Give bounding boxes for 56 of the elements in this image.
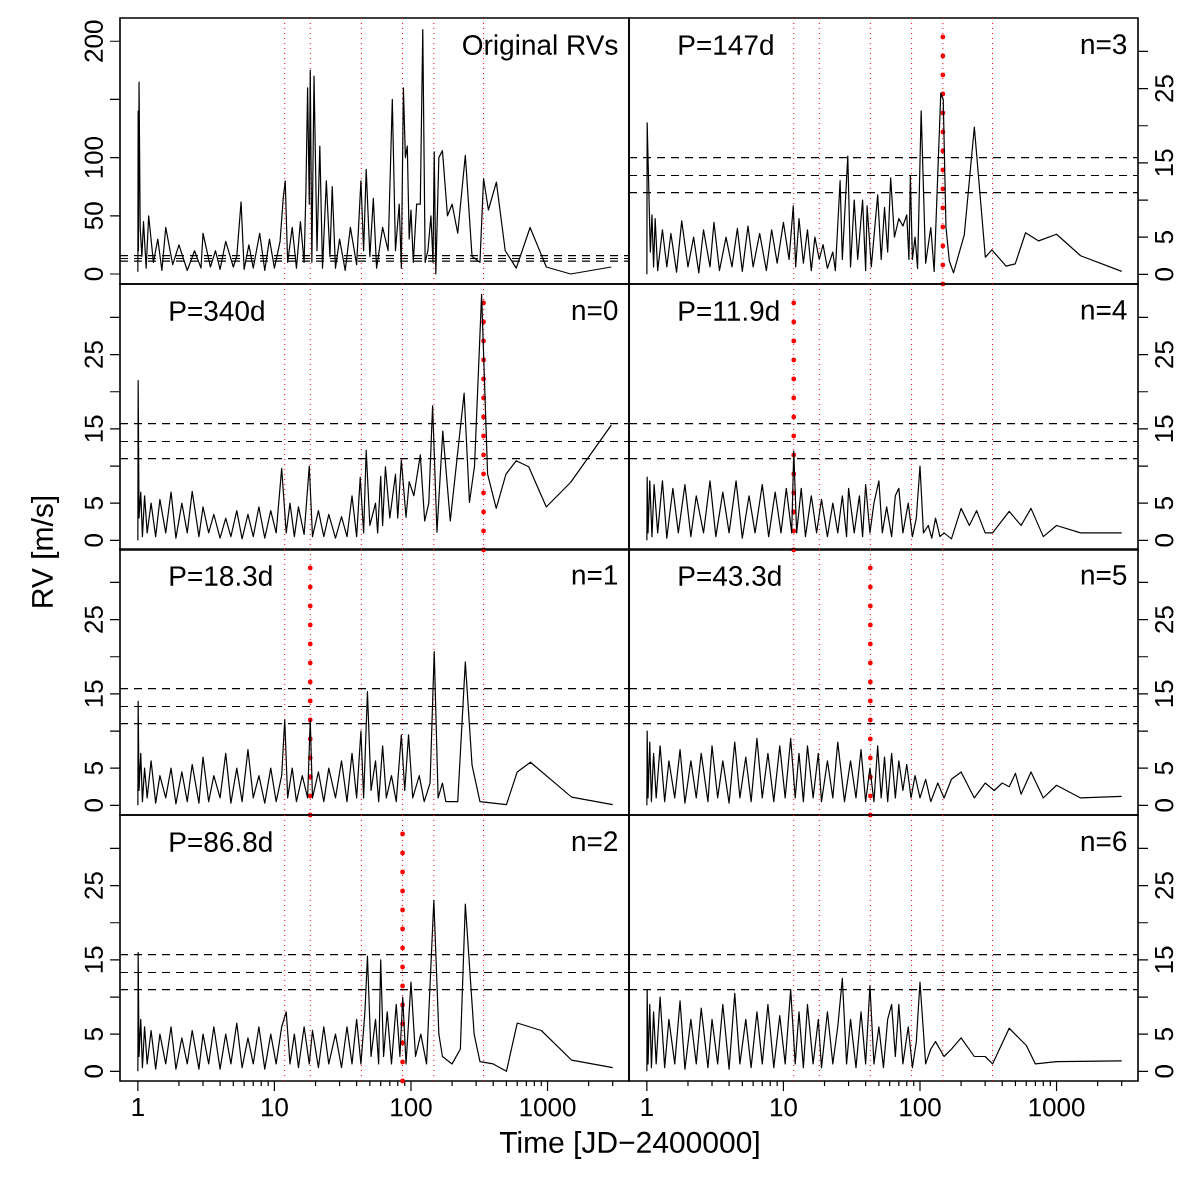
x-tick-label: 1000: [520, 1098, 576, 1117]
y-tick-label: 25: [1155, 872, 1174, 899]
y-tick-label: 15: [1155, 680, 1174, 707]
y-tick-label: 15: [1155, 149, 1174, 176]
y-tick-label: 200: [84, 20, 103, 62]
annotation: Original RVs: [463, 34, 618, 61]
annotation: n=2: [572, 831, 618, 851]
y-tick-label: 15: [1155, 415, 1174, 442]
y-tick-label: 0: [84, 534, 103, 547]
annotation: P=18.3d: [170, 565, 272, 586]
y-tick-label: 25: [84, 606, 103, 633]
y-tick-label: 0: [1155, 1065, 1174, 1078]
y-tick-label: 15: [84, 415, 103, 442]
y-tick-label: 0: [84, 1065, 103, 1078]
x-tick-label: 100: [391, 1098, 432, 1117]
x-tick-label: 100: [900, 1098, 941, 1117]
annotation: P=147d: [679, 34, 773, 55]
y-tick-label: 0: [1155, 268, 1174, 281]
y-tick-label: 5: [1155, 497, 1174, 510]
y-tick-label: 5: [1155, 762, 1174, 775]
y-tick-label: 15: [1155, 946, 1174, 973]
y-tick-label: 25: [84, 872, 103, 899]
y-tick-label: 15: [84, 946, 103, 973]
y-tick-label: 15: [84, 680, 103, 707]
x-tick-label: 1: [641, 1098, 653, 1116]
y-tick-label: 50: [84, 202, 103, 230]
x-tick-label: 10: [261, 1098, 288, 1117]
x-tick-label: 10: [770, 1098, 797, 1117]
y-tick-label: 5: [84, 762, 103, 775]
y-tick-label: 0: [84, 799, 103, 812]
y-tick-label: 5: [84, 1028, 103, 1041]
y-tick-label: 25: [1155, 606, 1174, 633]
annotation: P=11.9d: [679, 300, 779, 321]
y-tick-label: 25: [1155, 75, 1174, 102]
y-tick-label: 5: [1155, 231, 1174, 244]
annotation: n=5: [1081, 565, 1127, 585]
x-axis-title: Time [JD−2400000]: [499, 1131, 759, 1159]
annotation: n=3: [1081, 34, 1127, 55]
annotation: P=86.8d: [170, 831, 272, 852]
y-tick-label: 0: [1155, 799, 1174, 812]
annotation: P=340d: [170, 300, 264, 321]
y-tick-label: 0: [84, 267, 103, 281]
y-tick-label: 100: [84, 136, 103, 178]
x-tick-label: 1: [132, 1098, 144, 1116]
annotation: P=43.3d: [679, 565, 781, 586]
annotation: n=1: [572, 565, 618, 585]
y-tick-label: 0: [1155, 534, 1174, 547]
annotation: n=6: [1081, 831, 1127, 852]
y-tick-label: 25: [1155, 341, 1174, 368]
y-axis-title: RV [m/s]: [31, 496, 59, 607]
y-tick-label: 5: [84, 497, 103, 510]
y-tick-label: 5: [1155, 1028, 1174, 1041]
annotation: n=4: [1081, 300, 1127, 320]
x-tick-label: 1000: [1029, 1098, 1085, 1117]
y-tick-label: 25: [84, 341, 103, 368]
annotation: n=0: [572, 300, 618, 321]
